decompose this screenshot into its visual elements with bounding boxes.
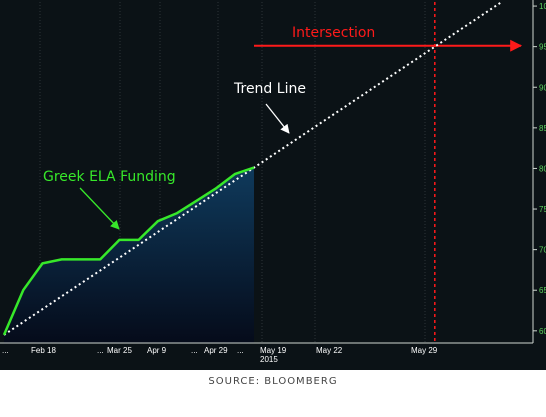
x-tick-label: ...: [191, 346, 198, 355]
y-tick-label: 60: [539, 327, 546, 336]
x-tick-label: ...: [97, 346, 104, 355]
x-tick-label: ...: [2, 346, 9, 355]
y-tick-label: 10: [539, 2, 546, 11]
series-area: [4, 167, 254, 343]
x-tick-label: Apr 29: [204, 346, 228, 355]
trend-line-pointer-arrow: [265, 103, 290, 134]
y-tick-label: 95: [539, 43, 546, 52]
annotation-series: Greek ELA Funding: [43, 169, 176, 185]
x-year-label: 2015: [260, 355, 278, 364]
y-tick-label: 90: [539, 83, 546, 92]
x-tick-label: Apr 9: [147, 346, 167, 355]
y-tick-label: 75: [539, 205, 546, 214]
source-caption: SOURCE: BLOOMBERG: [208, 376, 338, 387]
x-tick-label: Mar 25: [107, 346, 132, 355]
series-pointer-arrow: [79, 187, 120, 230]
y-tick-label: 70: [539, 246, 546, 255]
x-tick-label: May 22: [316, 346, 343, 355]
x-tick-label: May 19: [260, 346, 287, 355]
x-tick-label: ...: [237, 346, 244, 355]
x-tick-label: May 29: [411, 346, 438, 355]
x-tick-label: Feb 18: [31, 346, 56, 355]
y-axis-ticks: 60 65 70 75 80 85 90 95 10: [533, 2, 546, 336]
y-tick-label: 65: [539, 286, 546, 295]
annotation-trend-line: Trend Line: [233, 81, 306, 97]
y-tick-label: 85: [539, 124, 546, 133]
series-line: [2, 166, 255, 336]
annotation-intersection: Intersection: [292, 25, 375, 41]
y-tick-label: 80: [539, 164, 546, 173]
x-axis-ticks: ... Feb 18... Mar 25 Apr 9... Apr 29... May 1…: [2, 346, 438, 355]
